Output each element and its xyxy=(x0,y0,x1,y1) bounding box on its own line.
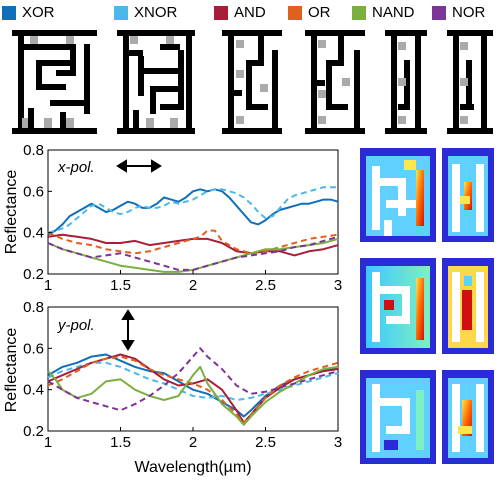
legend-item-xor: XOR xyxy=(2,4,55,21)
legend-swatch-nand xyxy=(352,5,366,20)
series-line-and-x xyxy=(47,233,339,257)
y-tick-label: 0.8 xyxy=(23,299,44,316)
field-map-6-icon xyxy=(442,370,494,464)
x-tick-label: 1 xyxy=(44,277,52,294)
series-group-x xyxy=(47,186,339,273)
x-tick-label: 1.5 xyxy=(110,277,131,294)
x-tick-label: 2 xyxy=(189,277,197,294)
legend-item-and: AND xyxy=(214,4,266,21)
ticks-group-x: 1 1.5 2 2.5 3 0.2 0.4 0.6 0.8 xyxy=(23,142,342,294)
vertical-arrow-icon xyxy=(121,309,135,351)
or-structure-icon xyxy=(305,30,365,134)
legend-swatch-and xyxy=(214,5,228,20)
legend-label-or: OR xyxy=(308,4,331,21)
legend-item-nor: NOR xyxy=(432,4,485,21)
legend-item-xnor: XNOR xyxy=(114,4,177,21)
xnor-structure-icon xyxy=(117,30,195,134)
y-tick-label: 0.2 xyxy=(23,266,44,283)
x-tick-label: 2 xyxy=(189,434,197,451)
field-map-4-icon xyxy=(442,258,494,354)
field-map-2-icon xyxy=(442,148,494,242)
xor-structure-icon xyxy=(12,30,97,134)
legend-swatch-or xyxy=(288,5,302,20)
ticks-group-y: 1 1.5 2 2.5 3 0.2 0.4 0.6 0.8 xyxy=(23,299,342,451)
x-tick-label: 2.5 xyxy=(255,277,276,294)
series-line-nor-y xyxy=(47,347,339,412)
legend: XOR XNOR AND OR NAND NOR xyxy=(0,0,498,26)
x-tick-label: 1.5 xyxy=(110,434,131,451)
legend-swatch-nor xyxy=(432,5,446,20)
field-map-3-icon xyxy=(360,258,436,354)
y-tick-label: 0.6 xyxy=(23,183,44,200)
x-tick-label: 3 xyxy=(334,434,342,451)
legend-label-nor: NOR xyxy=(452,4,486,21)
legend-item-or: OR xyxy=(288,4,331,21)
legend-swatch-xor xyxy=(2,5,16,20)
field-map-5-icon xyxy=(360,370,436,464)
series-line-and-y xyxy=(47,353,339,424)
field-map-1-icon xyxy=(360,148,436,242)
series-line-nor-x xyxy=(47,235,339,271)
series-line-xnor-x xyxy=(47,186,338,234)
y-tick-label: 0.4 xyxy=(23,382,44,399)
chart-x-annotation: x-pol. xyxy=(57,159,95,176)
x-tick-label: 3 xyxy=(334,277,342,294)
nor-structure-icon xyxy=(447,30,493,134)
series-line-or-y xyxy=(47,355,339,424)
y-tick-label: 0.4 xyxy=(23,225,44,242)
legend-swatch-xnor xyxy=(114,5,128,20)
chart-x-ylabel: Reflectance xyxy=(3,170,20,255)
legend-label-and: AND xyxy=(234,4,266,21)
horizontal-arrow-icon xyxy=(116,159,162,173)
nand-structure-icon xyxy=(385,30,427,134)
y-tick-label: 0.2 xyxy=(23,423,44,440)
y-tick-label: 0.6 xyxy=(23,340,44,357)
x-tick-label: 1 xyxy=(44,434,52,451)
y-tick-label: 0.8 xyxy=(23,142,44,159)
series-line-or-x xyxy=(47,229,339,255)
and-structure-icon xyxy=(222,30,282,134)
series-group-y xyxy=(47,347,339,426)
structure-row xyxy=(12,30,493,134)
chart-y-xlabel: Wavelength(µm) xyxy=(134,459,251,476)
legend-label-nand: NAND xyxy=(372,4,415,21)
legend-item-nand: NAND xyxy=(352,4,415,21)
legend-label-xnor: XNOR xyxy=(134,4,178,21)
legend-label-xor: XOR xyxy=(22,4,55,21)
series-line-xor-x xyxy=(47,188,339,236)
series-line-nand-y xyxy=(47,365,339,426)
chart-y-ylabel: Reflectance xyxy=(3,328,20,413)
x-tick-label: 2.5 xyxy=(255,434,276,451)
chart-y-annotation: y-pol. xyxy=(57,317,95,334)
